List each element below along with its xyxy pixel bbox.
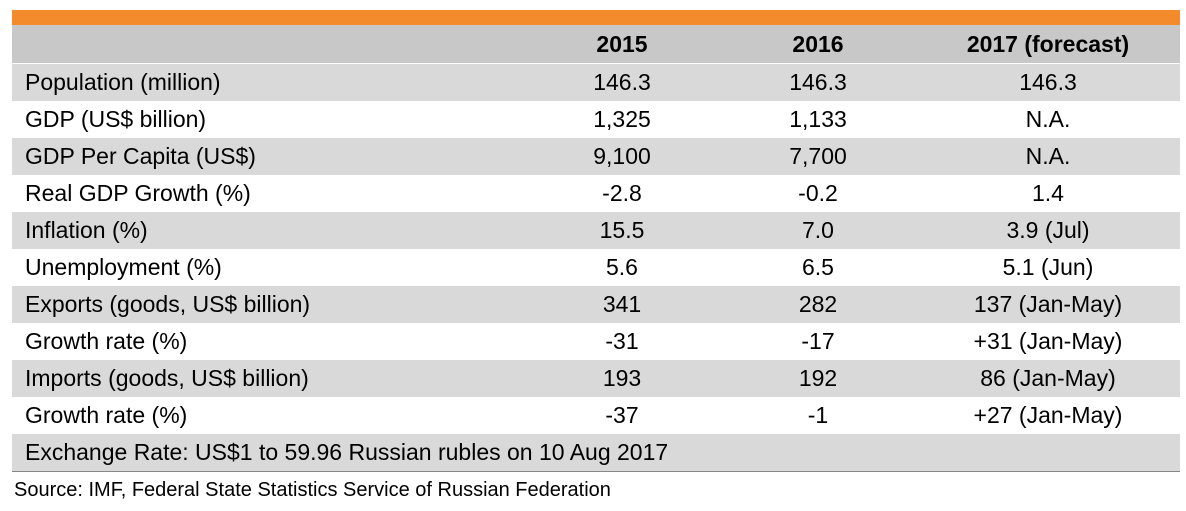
row-label: GDP Per Capita (US$) — [12, 138, 524, 175]
table-row: Inflation (%) 15.5 7.0 3.9 (Jul) — [12, 212, 1180, 249]
economic-indicators-table-container: 2015 2016 2017 (forecast) Population (mi… — [12, 10, 1180, 472]
table-row: Population (million) 146.3 146.3 146.3 — [12, 63, 1180, 101]
table-row: Growth rate (%) -37 -1 +27 (Jan-May) — [12, 397, 1180, 434]
table-cell: 146.3 — [720, 63, 916, 101]
table-row: Growth rate (%) -31 -17 +31 (Jan-May) — [12, 323, 1180, 360]
header-cell: 2015 — [524, 25, 720, 64]
table-cell: 1,133 — [720, 101, 916, 138]
table-row: Unemployment (%) 5.6 6.5 5.1 (Jun) — [12, 249, 1180, 286]
table-cell: -1 — [720, 397, 916, 434]
table-cell: 15.5 — [524, 212, 720, 249]
table-cell: 9,100 — [524, 138, 720, 175]
table-cell: 146.3 — [916, 63, 1180, 101]
row-label: Growth rate (%) — [12, 397, 524, 434]
exchange-rate-row: Exchange Rate: US$1 to 59.96 Russian rub… — [12, 434, 1180, 472]
row-label: Unemployment (%) — [12, 249, 524, 286]
table-cell: 282 — [720, 286, 916, 323]
table-cell: 146.3 — [524, 63, 720, 101]
table-cell: 137 (Jan-May) — [916, 286, 1180, 323]
row-label: GDP (US$ billion) — [12, 101, 524, 138]
header-cell: 2017 (forecast) — [916, 25, 1180, 64]
table-cell: 341 — [524, 286, 720, 323]
table-row: Imports (goods, US$ billion) 193 192 86 (Ja… — [12, 360, 1180, 397]
table-row: GDP Per Capita (US$) 9,100 7,700 N.A. — [12, 138, 1180, 175]
table-cell: N.A. — [916, 101, 1180, 138]
table-cell: 192 — [720, 360, 916, 397]
table-cell: 1.4 — [916, 175, 1180, 212]
table-cell: 5.1 (Jun) — [916, 249, 1180, 286]
table-row: GDP (US$ billion) 1,325 1,133 N.A. — [12, 101, 1180, 138]
table-cell: 6.5 — [720, 249, 916, 286]
table-cell: 5.6 — [524, 249, 720, 286]
exchange-rate-note: Exchange Rate: US$1 to 59.96 Russian rub… — [12, 434, 1180, 472]
table-cell: -0.2 — [720, 175, 916, 212]
orange-accent-bar — [12, 10, 1180, 25]
table-cell: 193 — [524, 360, 720, 397]
row-label: Real GDP Growth (%) — [12, 175, 524, 212]
header-cell — [12, 25, 524, 64]
row-label: Inflation (%) — [12, 212, 524, 249]
table-cell: -31 — [524, 323, 720, 360]
source-note: Source: IMF, Federal State Statistics Se… — [14, 479, 611, 501]
table-cell: -17 — [720, 323, 916, 360]
row-label: Exports (goods, US$ billion) — [12, 286, 524, 323]
table-cell: -37 — [524, 397, 720, 434]
row-label: Population (million) — [12, 63, 524, 101]
economic-indicators-table: 2015 2016 2017 (forecast) Population (mi… — [12, 25, 1180, 472]
header-cell: 2016 — [720, 25, 916, 64]
table-row: Real GDP Growth (%) -2.8 -0.2 1.4 — [12, 175, 1180, 212]
table-cell: 7.0 — [720, 212, 916, 249]
table-cell: -2.8 — [524, 175, 720, 212]
table-cell: +27 (Jan-May) — [916, 397, 1180, 434]
table-cell: 1,325 — [524, 101, 720, 138]
table-cell: 7,700 — [720, 138, 916, 175]
header-row: 2015 2016 2017 (forecast) — [12, 25, 1180, 64]
row-label: Growth rate (%) — [12, 323, 524, 360]
table-cell: 86 (Jan-May) — [916, 360, 1180, 397]
table-cell: +31 (Jan-May) — [916, 323, 1180, 360]
table-cell: 3.9 (Jul) — [916, 212, 1180, 249]
table-body: Population (million) 146.3 146.3 146.3 GDP (… — [12, 63, 1180, 472]
row-label: Imports (goods, US$ billion) — [12, 360, 524, 397]
table-row: Exports (goods, US$ billion) 341 282 137 (J… — [12, 286, 1180, 323]
table-cell: N.A. — [916, 138, 1180, 175]
